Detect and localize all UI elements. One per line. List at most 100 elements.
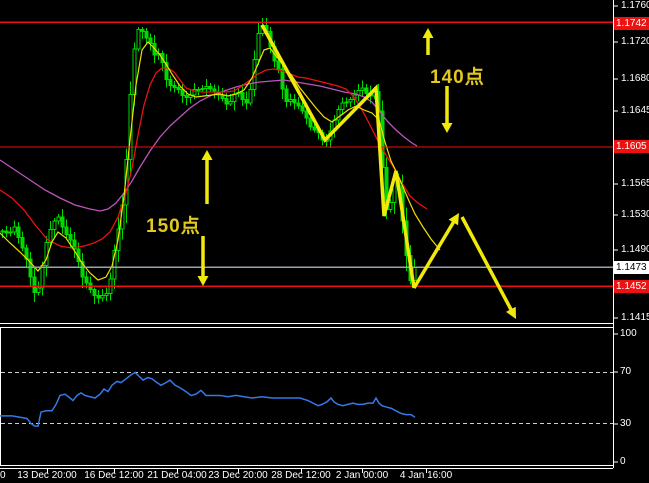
- candle-body: [104, 293, 109, 296]
- candle-body: [100, 294, 105, 299]
- candle-body: [276, 60, 281, 70]
- candle-body: [220, 94, 225, 99]
- candle-body: [288, 98, 293, 103]
- price-axis-label: 1.1490: [621, 244, 649, 255]
- rsi-axis-label: 100: [620, 328, 637, 339]
- candle-body: [388, 202, 393, 210]
- time-axis-label: 0: [0, 470, 6, 481]
- current-price-tag: 1.1473: [614, 261, 649, 274]
- rsi-axis-label: 70: [620, 366, 632, 377]
- ma-fast-yellow-line: [0, 41, 441, 281]
- candle-body: [204, 86, 209, 89]
- forecast-arrowhead-up: [448, 213, 459, 226]
- candle-body: [72, 239, 77, 250]
- candle-body: [228, 101, 233, 105]
- candle-body: [92, 288, 97, 296]
- candle-body: [16, 226, 21, 238]
- candle-body: [200, 87, 205, 91]
- candle-body: [300, 105, 305, 112]
- time-axis-label: 13 Dec 20:00: [17, 470, 77, 481]
- rsi-axis-label: 0: [620, 456, 626, 467]
- candle-body: [112, 249, 117, 280]
- candle-body: [208, 86, 213, 90]
- candle-body: [180, 89, 185, 97]
- time-axis-label: 21 Dec 04:00: [147, 470, 207, 481]
- candle-body: [168, 78, 173, 87]
- rsi-indicator-line: [0, 371, 416, 427]
- annotation-150-points: 150点: [146, 216, 201, 237]
- annotation-140-points: 140点: [430, 67, 485, 88]
- time-axis-label: 23 Dec 20:00: [208, 470, 268, 481]
- candle-body: [68, 233, 73, 241]
- candle-body: [364, 87, 369, 94]
- candle-body: [80, 260, 85, 278]
- ma-mid-red-line: [0, 67, 428, 249]
- price-axis-label: 1.1415: [621, 312, 649, 323]
- candle-body: [164, 61, 169, 80]
- candle-body: [8, 231, 13, 234]
- time-axis-label: 28 Dec 12:00: [271, 470, 331, 481]
- candle-body: [192, 89, 197, 96]
- price-level-tag: 1.1742: [614, 17, 649, 30]
- candle-body: [56, 216, 61, 222]
- candle-body: [20, 236, 25, 249]
- candle-body: [284, 88, 289, 103]
- forecast-arrow-line: [460, 216, 515, 314]
- candle-body: [308, 117, 313, 128]
- candle-body: [140, 29, 145, 32]
- candle-body: [292, 98, 297, 104]
- measure-arrowhead-down: [197, 276, 209, 286]
- time-axis-label: 4 Jan 16:00: [399, 470, 453, 481]
- forecast-arrowhead-down: [505, 306, 516, 319]
- forecast-arrow-line: [412, 218, 457, 289]
- candle-body: [0, 230, 5, 233]
- candle-body: [348, 99, 353, 103]
- candle-body: [172, 85, 177, 88]
- price-axis-label: 1.1645: [621, 105, 649, 116]
- candle-body: [224, 97, 229, 105]
- price-axis-label: 1.1565: [621, 178, 649, 189]
- price-level-tag: 1.1452: [614, 280, 649, 293]
- candle-body: [344, 101, 349, 104]
- candle-body: [136, 29, 141, 50]
- candle-body: [64, 226, 69, 235]
- candle-body: [40, 265, 45, 289]
- candle-body: [296, 102, 301, 107]
- candle-body: [248, 88, 253, 104]
- price-axis-label: 1.1680: [621, 73, 649, 84]
- candle-body: [60, 216, 65, 228]
- candle-body: [32, 276, 37, 294]
- candle-body: [36, 287, 41, 294]
- price-axis-label: 1.1760: [621, 0, 649, 11]
- measure-arrowhead-up: [201, 150, 213, 160]
- candle-body: [52, 220, 57, 230]
- measure-arrowhead-down: [441, 123, 453, 133]
- candle-body: [336, 109, 341, 121]
- candle-body: [256, 32, 261, 61]
- candle-body: [4, 230, 9, 234]
- candle-body: [340, 102, 345, 111]
- candle-body: [48, 228, 53, 244]
- candle-body: [196, 88, 201, 91]
- time-axis-label: 16 Dec 12:00: [84, 470, 144, 481]
- candle-body: [12, 226, 17, 233]
- rsi-panel-border: [0, 327, 614, 466]
- time-axis-label: 2 Jan 00:00: [335, 470, 389, 481]
- candle-body: [244, 98, 249, 104]
- candle-body: [176, 86, 181, 91]
- candle-body: [312, 126, 317, 131]
- candle-body: [28, 258, 33, 278]
- candle-body: [184, 95, 189, 98]
- price-axis-label: 1.1720: [621, 36, 649, 47]
- rsi-axis-label: 30: [620, 418, 632, 429]
- candle-body: [144, 30, 149, 39]
- ma-slow-magenta-line: [0, 79, 418, 212]
- candle-body: [84, 276, 89, 284]
- price-axis-label: 1.1530: [621, 209, 649, 220]
- candle-body: [280, 68, 285, 90]
- candle-body: [304, 110, 309, 119]
- price-level-tag: 1.1605: [614, 140, 649, 153]
- trend-zigzag-line: [260, 24, 416, 289]
